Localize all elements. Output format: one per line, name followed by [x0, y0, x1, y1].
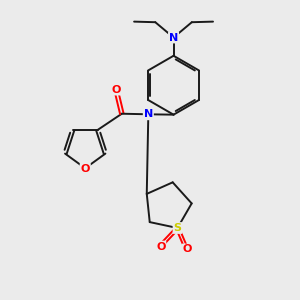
Text: O: O	[182, 244, 192, 254]
Text: O: O	[156, 242, 165, 252]
Text: O: O	[112, 85, 121, 94]
Text: N: N	[144, 109, 153, 119]
Text: N: N	[169, 32, 178, 43]
Text: O: O	[80, 164, 90, 174]
Text: S: S	[173, 223, 181, 233]
